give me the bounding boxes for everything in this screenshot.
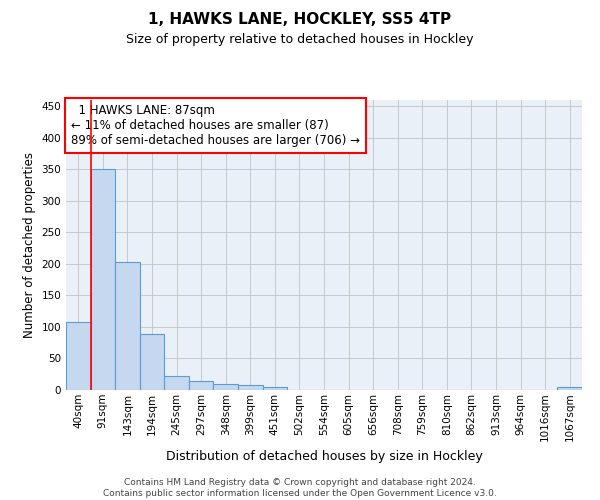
Bar (214, 384, 238, 390)
Bar (238, 385, 263, 390)
Bar (263, 387, 287, 390)
Bar (140, 334, 164, 390)
Text: 1, HAWKS LANE, HOCKLEY, SS5 4TP: 1, HAWKS LANE, HOCKLEY, SS5 4TP (148, 12, 452, 28)
Bar (557, 387, 582, 390)
Bar (189, 380, 214, 390)
Bar (164, 376, 189, 390)
Text: Size of property relative to detached houses in Hockley: Size of property relative to detached ho… (126, 32, 474, 46)
Text: Contains HM Land Registry data © Crown copyright and database right 2024.
Contai: Contains HM Land Registry data © Crown c… (103, 478, 497, 498)
X-axis label: Distribution of detached houses by size in Hockley: Distribution of detached houses by size … (166, 450, 482, 462)
Bar (115, 262, 140, 390)
Bar (66, 322, 91, 390)
Y-axis label: Number of detached properties: Number of detached properties (23, 152, 36, 338)
Bar (91, 170, 115, 390)
Text: 1 HAWKS LANE: 87sqm
← 11% of detached houses are smaller (87)
89% of semi-detach: 1 HAWKS LANE: 87sqm ← 11% of detached ho… (71, 104, 360, 148)
